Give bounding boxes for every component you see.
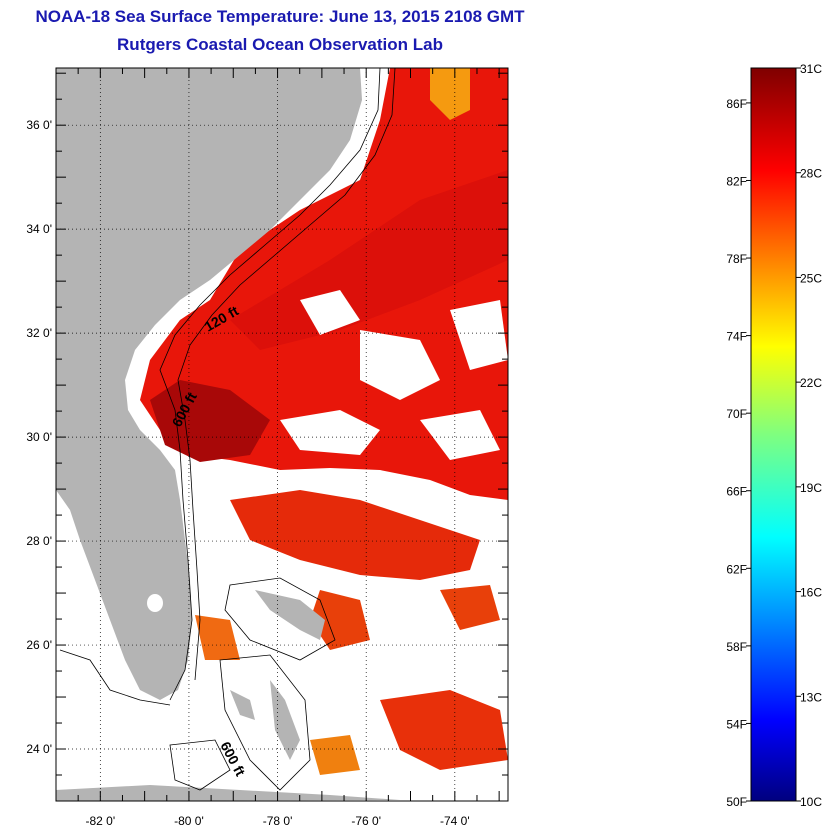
lon-tick-label: -82 0' — [85, 814, 115, 828]
lon-tick-label: -80 0' — [174, 814, 204, 828]
contour-bahamas — [224, 577, 336, 661]
colorbar-f-label: 58F — [726, 640, 747, 654]
contour-keys — [59, 649, 171, 706]
land-bahamas — [255, 590, 325, 640]
colorbar-f-label: 78F — [726, 252, 747, 266]
colorbar-c-label: 19C — [800, 481, 822, 495]
contour-bahamas — [219, 654, 311, 791]
map-grid — [56, 68, 508, 801]
colorbar-c-label: 25C — [800, 271, 822, 285]
colorbar-c-label: 10C — [800, 795, 822, 809]
colorbar-c-label: 13C — [800, 690, 822, 704]
lat-labels: 36 0' 34 0' 32 0' 30 0' 28 0' 26 0' 24 0' — [26, 118, 52, 756]
colorbar-c-label: 22C — [800, 376, 822, 390]
colorbar-celsius-labels: 31C 28C 25C 22C 19C 16C 13C 10C — [796, 62, 822, 809]
land-usa — [56, 68, 362, 700]
colorbar-f-label: 70F — [726, 407, 747, 421]
lon-tick-label: -78 0' — [263, 814, 293, 828]
colorbar-f-label: 66F — [726, 485, 747, 499]
contour-600ft — [177, 68, 396, 681]
lake — [147, 594, 163, 612]
colorbar-f-label: 86F — [726, 97, 747, 111]
lat-tick-label: 28 0' — [26, 534, 52, 548]
colorbar-c-label: 31C — [800, 62, 822, 76]
map-ticks — [55, 68, 508, 802]
cloud-patch — [420, 410, 500, 460]
colorbar-c-label: 28C — [800, 167, 822, 181]
lat-tick-label: 30 0' — [26, 430, 52, 444]
lat-tick-label: 26 0' — [26, 638, 52, 652]
page-title: NOAA-18 Sea Surface Temperature: June 13… — [35, 7, 525, 26]
land-bahamas — [230, 690, 255, 720]
lon-labels: -82 0' -80 0' -78 0' -76 0' -74 0' — [85, 814, 469, 828]
colorbar-f-label: 62F — [726, 562, 747, 576]
sst-patch — [380, 690, 508, 770]
colorbar — [750, 67, 797, 802]
colorbar-f-label: 74F — [726, 330, 747, 344]
cloud-patch — [360, 330, 440, 400]
colorbar-c-label: 16C — [800, 586, 822, 600]
lon-tick-label: -76 0' — [351, 814, 381, 828]
contour-120ft — [159, 68, 381, 701]
lat-tick-label: 32 0' — [26, 326, 52, 340]
sst-cool-north — [430, 68, 470, 120]
sst-hot-water — [150, 380, 270, 462]
land-cuba — [56, 785, 400, 801]
contour-bahamas — [169, 739, 231, 791]
map-frame — [55, 67, 509, 802]
sst-gulfstream — [230, 170, 508, 350]
colorbar-fahrenheit-labels: 86F 82F 78F 74F 70F 66F 62F 58F 54F 50F — [726, 97, 751, 809]
cloud-patch — [450, 300, 508, 370]
lat-tick-label: 24 0' — [26, 742, 52, 756]
lon-tick-label: -74 0' — [440, 814, 470, 828]
lat-tick-label: 36 0' — [26, 118, 52, 132]
cloud-patch — [280, 410, 380, 455]
colorbar-f-label: 50F — [726, 795, 747, 809]
colorbar-f-label: 82F — [726, 174, 747, 188]
sst-patch — [310, 590, 370, 650]
cloud-patch — [300, 290, 360, 335]
sst-patch — [230, 490, 480, 580]
page-subtitle: Rutgers Coastal Ocean Observation Lab — [117, 35, 443, 54]
sst-patch — [310, 735, 360, 775]
sst-patch — [195, 615, 240, 660]
colorbar-f-label: 54F — [726, 717, 747, 731]
lat-tick-label: 34 0' — [26, 222, 52, 236]
